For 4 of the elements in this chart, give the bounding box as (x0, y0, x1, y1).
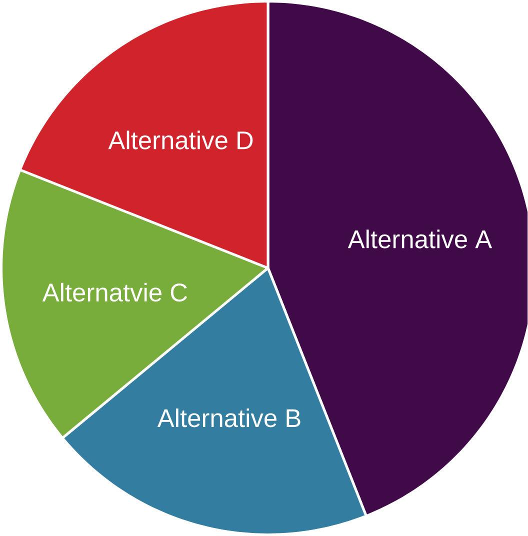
slice-label: Alternative B (158, 408, 300, 428)
slice-label: Alternative D (108, 130, 253, 150)
slice-label: Alternatvie C (42, 282, 188, 302)
slice-label: Alternative A (348, 230, 492, 248)
